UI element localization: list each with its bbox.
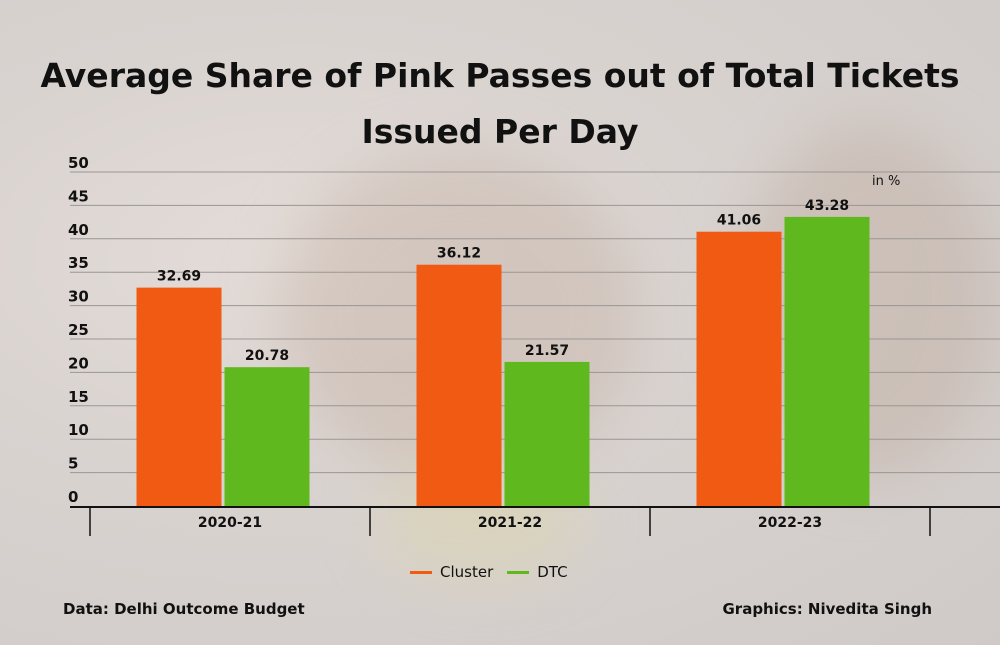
legend-label-cluster: Cluster bbox=[440, 563, 494, 581]
data-label: 20.78 bbox=[245, 348, 289, 364]
y-tick-label: 50 bbox=[68, 154, 89, 172]
bar-dtc bbox=[504, 361, 590, 506]
y-tick-label: 45 bbox=[68, 187, 89, 205]
y-tick-label: 40 bbox=[68, 221, 89, 239]
data-label: 43.28 bbox=[805, 198, 849, 214]
bar-dtc bbox=[784, 216, 870, 507]
y-tick-label: 10 bbox=[68, 421, 89, 439]
unit-label: in % bbox=[872, 174, 901, 189]
y-tick-label: 0 bbox=[68, 488, 78, 506]
background-photo-2 bbox=[740, 120, 1000, 480]
y-tick-label: 30 bbox=[68, 288, 89, 306]
y-tick-label: 35 bbox=[68, 254, 89, 272]
data-label: 41.06 bbox=[717, 213, 761, 229]
legend-swatch-cluster bbox=[410, 570, 432, 574]
legend: Cluster DTC bbox=[410, 563, 568, 581]
data-label: 32.69 bbox=[157, 269, 201, 285]
bar-cluster bbox=[696, 231, 782, 507]
x-tick-label: 2021-22 bbox=[478, 515, 542, 531]
x-tick-label: 2020-21 bbox=[198, 515, 262, 531]
y-tick-label: 15 bbox=[68, 388, 89, 406]
legend-label-dtc: DTC bbox=[537, 563, 568, 581]
credit-note: Graphics: Nivedita Singh bbox=[722, 600, 932, 618]
y-tick-label: 25 bbox=[68, 321, 89, 339]
legend-swatch-dtc bbox=[507, 570, 530, 574]
bar-cluster bbox=[136, 287, 222, 506]
data-label: 36.12 bbox=[437, 246, 481, 262]
y-tick-label: 20 bbox=[68, 354, 89, 372]
y-tick-label: 5 bbox=[68, 455, 78, 473]
source-note: Data: Delhi Outcome Budget bbox=[63, 600, 305, 618]
bar-cluster bbox=[416, 264, 502, 506]
data-label: 21.57 bbox=[525, 343, 569, 359]
chart-title: Average Share of Pink Passes out of Tota… bbox=[40, 56, 960, 151]
x-tick-label: 2022-23 bbox=[758, 515, 822, 531]
bar-dtc bbox=[224, 367, 310, 506]
